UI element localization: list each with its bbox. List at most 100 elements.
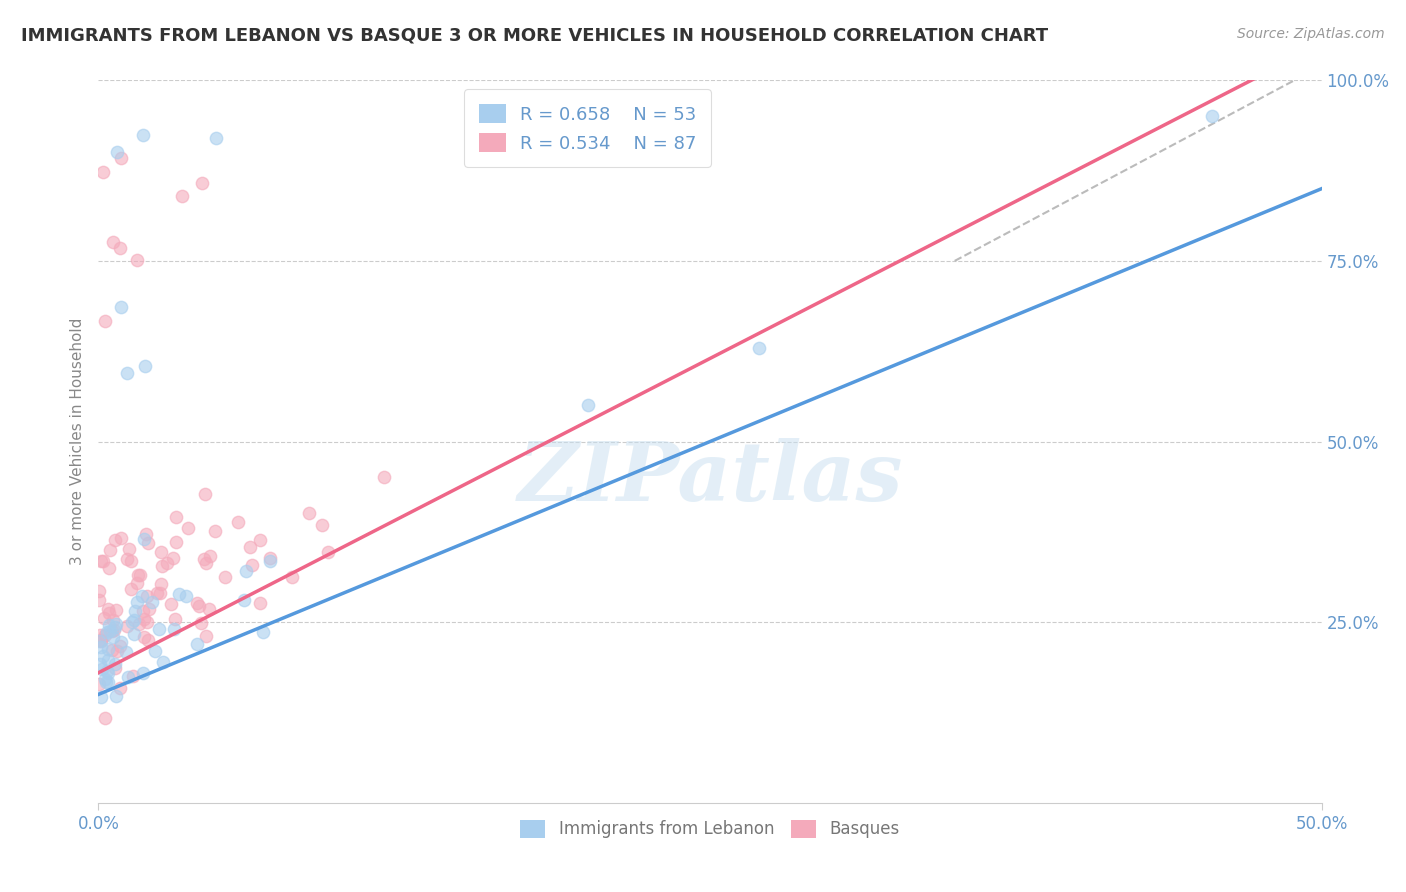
Point [150, 545, 173, 559]
Point [98, 607, 121, 621]
Point [198, 549, 221, 563]
Point [101, 631, 124, 645]
Point [94, 674, 117, 689]
Point [105, 644, 128, 658]
Point [232, 593, 254, 607]
Point [150, 559, 173, 574]
Point [134, 359, 156, 373]
Text: Source: ZipAtlas.com: Source: ZipAtlas.com [1237, 27, 1385, 41]
Point [97, 602, 120, 616]
Point [127, 594, 149, 608]
Point [373, 470, 395, 484]
Point [87, 593, 110, 607]
Legend: Immigrants from Lebanon, Basques: Immigrants from Lebanon, Basques [513, 813, 907, 845]
Point [120, 554, 142, 568]
Point [298, 506, 321, 520]
Point [156, 556, 179, 570]
Point [186, 637, 208, 651]
Point [281, 569, 304, 583]
Point [110, 300, 132, 314]
Point [259, 554, 281, 568]
Point [159, 598, 181, 612]
Point [238, 540, 260, 554]
Point [1201, 110, 1223, 124]
Point [190, 615, 212, 630]
Point [118, 541, 141, 556]
Point [165, 509, 187, 524]
Point [576, 398, 599, 412]
Point [145, 586, 167, 600]
Point [93, 648, 115, 663]
Point [124, 627, 146, 641]
Y-axis label: 3 or more Vehicles in Household: 3 or more Vehicles in Household [69, 318, 84, 566]
Point [197, 602, 219, 616]
Point [101, 643, 124, 657]
Point [104, 657, 127, 671]
Point [115, 366, 138, 380]
Point [138, 602, 160, 616]
Point [249, 595, 271, 609]
Point [120, 582, 142, 596]
Point [110, 531, 132, 545]
Point [136, 535, 159, 549]
Point [124, 604, 146, 618]
Point [97, 653, 120, 667]
Point [122, 613, 145, 627]
Point [141, 595, 163, 609]
Point [90, 662, 112, 676]
Point [108, 241, 131, 255]
Point [228, 516, 250, 530]
Point [97, 642, 120, 657]
Point [94, 710, 117, 724]
Point [108, 639, 131, 653]
Point [93, 627, 115, 641]
Point [132, 612, 155, 626]
Point [93, 611, 115, 625]
Point [134, 533, 156, 547]
Point [96, 624, 118, 639]
Point [87, 677, 110, 691]
Point [204, 524, 226, 538]
Point [101, 235, 124, 249]
Point [127, 252, 149, 267]
Point [89, 583, 111, 598]
Point [177, 520, 200, 534]
Point [96, 664, 118, 678]
Point [93, 165, 115, 179]
Point [316, 545, 339, 559]
Point [121, 615, 143, 630]
Point [117, 552, 139, 566]
Point [193, 551, 215, 566]
Point [205, 131, 228, 145]
Point [115, 645, 138, 659]
Point [252, 625, 274, 640]
Point [105, 603, 128, 617]
Point [98, 624, 121, 638]
Point [135, 589, 157, 603]
Point [90, 634, 112, 648]
Point [97, 561, 120, 575]
Point [93, 313, 115, 327]
Point [149, 577, 172, 591]
Point [104, 661, 127, 675]
Point [132, 666, 155, 681]
Point [131, 589, 153, 603]
Point [105, 145, 128, 159]
Point [259, 551, 281, 566]
Point [89, 633, 111, 648]
Point [136, 615, 159, 630]
Point [311, 517, 333, 532]
Point [104, 619, 127, 633]
Point [165, 612, 187, 626]
Point [191, 176, 214, 190]
Point [101, 624, 124, 638]
Point [249, 533, 271, 548]
Point [89, 628, 111, 642]
Point [104, 533, 127, 547]
Point [135, 527, 157, 541]
Point [97, 674, 120, 689]
Point [172, 189, 194, 203]
Point [143, 644, 166, 658]
Point [163, 623, 186, 637]
Point [149, 586, 172, 600]
